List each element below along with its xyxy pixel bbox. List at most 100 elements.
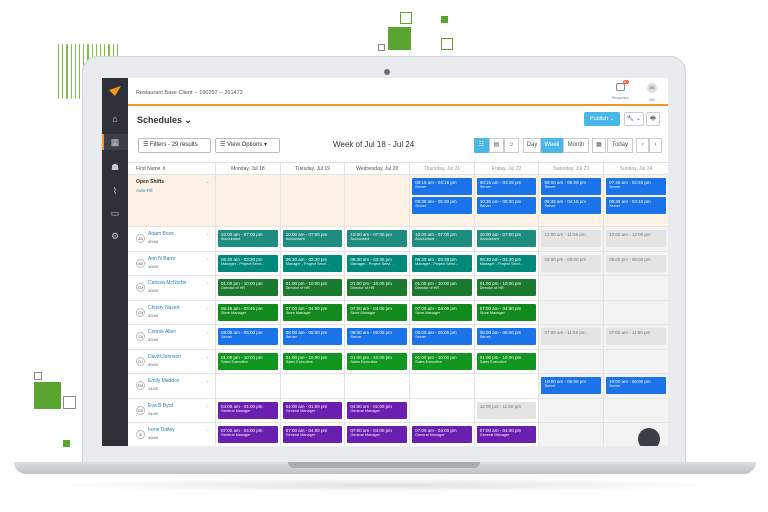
today-button[interactable]: Today	[607, 138, 633, 153]
shift-block[interactable]: 01:00 pm - 10:00 pm Director of HR	[476, 279, 537, 296]
day-cell[interactable]: 01:00 pm - 10:00 pm Director of HR	[279, 276, 345, 300]
shift-block[interactable]: 07:00 am - 11:59 pm	[541, 328, 602, 345]
day-cell[interactable]: 09:00 am - 05:00 pm Server 09:45 am - 04:1…	[538, 175, 604, 226]
day-cell[interactable]: 08:00 am - 05:00 pm Server	[279, 325, 345, 349]
day-cell[interactable]	[538, 276, 604, 300]
chevron-down-icon[interactable]: ⌄	[206, 280, 210, 285]
employee-name[interactable]: Connie Allen	[148, 329, 177, 335]
calendar-icon[interactable]: ▦	[592, 138, 606, 153]
shift-block[interactable]: 06:30 am - 03:30 pm Manager - Project Ser…	[282, 254, 343, 272]
day-cell[interactable]	[538, 423, 604, 446]
day-cell[interactable]: 12:00 am - 12:00 pm	[603, 227, 668, 251]
shift-block[interactable]: 04:00 am - 01:00 pm General Manager	[347, 401, 408, 419]
shift-block[interactable]: 07:00 am - 04:00 pm Store Manager	[476, 303, 537, 321]
day-cell[interactable]: 10:00 am - 07:00 pm Accountant	[409, 227, 474, 251]
day-cell[interactable]: 06:30 am - 03:30 pm Manager - Project Ser…	[473, 251, 539, 275]
shift-block[interactable]: 08:00 am - 05:00 pm Server	[282, 328, 343, 345]
day-cell[interactable]: 01:00 pm - 10:00 pm Director of HR	[473, 276, 539, 300]
day-cell[interactable]	[538, 300, 604, 324]
chevron-down-icon[interactable]: ⌄	[206, 427, 210, 432]
employee-name[interactable]: Adam Boss	[148, 231, 174, 237]
shift-block[interactable]: 10:00 am - 07:00 pm Accountant	[282, 230, 343, 247]
day-cell[interactable]: 07:00 am - 04:00 pm General Manager	[473, 423, 539, 446]
chevron-down-icon[interactable]: ⌄	[206, 304, 210, 310]
day-cell[interactable]	[603, 276, 668, 300]
day-cell[interactable]: 07:00 am - 04:00 pm Store Manager	[409, 300, 474, 324]
day-cell[interactable]: 01:00 pm - 10:00 pm Director of HR	[215, 276, 280, 300]
shift-block[interactable]: 07:00 am - 04:00 pm General Manager	[476, 426, 537, 443]
chevron-down-icon[interactable]: ⌄	[206, 255, 210, 261]
employee-name[interactable]: Emily Maddox	[148, 378, 180, 384]
day-cell[interactable]: 01:00 pm - 10:00 pm Sales Executive	[344, 349, 409, 373]
shift-block[interactable]: 04:00 am - 01:00 pm General Manager	[218, 401, 278, 419]
chevron-down-icon[interactable]: ⌄	[206, 402, 210, 408]
day-cell[interactable]: 04:00 am - 01:00 pm General Manager	[215, 398, 280, 422]
prev-week-button[interactable]: ‹	[636, 138, 649, 153]
day-cell[interactable]	[279, 374, 345, 398]
day-cell[interactable]	[215, 374, 280, 398]
schedule-icon[interactable]: ▦	[110, 137, 120, 147]
auto-fill-link[interactable]: Auto-Fill	[136, 188, 153, 193]
day-cell[interactable]: 10:00 am - 06:00 pm Server	[603, 374, 668, 398]
shift-block[interactable]: 03:00 pm - 09:00 pm	[541, 254, 602, 272]
chevron-down-icon[interactable]: ⌄	[206, 353, 210, 359]
shift-block[interactable]: 09:00 am - 05:00 pm Server	[541, 178, 602, 195]
day-cell[interactable]	[603, 349, 668, 373]
me-button[interactable]: MB Me	[640, 83, 664, 102]
shift-block[interactable]: 01:00 pm - 10:00 pm Director of HR	[347, 279, 408, 296]
day-cell[interactable]	[279, 175, 345, 226]
messages-icon[interactable]: ▭	[110, 208, 120, 218]
day-cell[interactable]: 10:00 am - 07:00 pm Accountant	[344, 227, 409, 251]
person-view-icon[interactable]: ☺	[504, 138, 519, 153]
day-cell[interactable]: 07:00 am - 04:00 pm General Manager	[344, 423, 409, 446]
day-cell[interactable]	[538, 398, 604, 422]
day-cell[interactable]: 04:00 am - 01:00 pm General Manager	[279, 398, 345, 422]
day-cell[interactable]	[344, 175, 410, 226]
day-cell[interactable]: 10:00 am - 06:00 pm Server	[538, 374, 604, 398]
chevron-down-icon[interactable]: ⌄	[206, 329, 210, 334]
shift-block[interactable]: 09:45 am - 04:15 pm Server	[606, 197, 666, 214]
day-cell[interactable]: 06:30 am - 03:30 pm Manager - Project Ser…	[409, 251, 474, 275]
shift-block[interactable]: 06:00 pm - 06:00 pm	[606, 254, 666, 272]
shift-block[interactable]: 06:30 am - 03:30 pm Manager - Project Ser…	[218, 254, 278, 272]
shift-block[interactable]: 10:00 am - 07:00 pm Accountant	[218, 230, 278, 247]
reports-icon[interactable]: ⌇	[112, 186, 118, 196]
employee-name[interactable]: Eva B Byrd	[148, 402, 174, 409]
day-cell[interactable]: 08:00 am - 05:00 pm Server	[215, 325, 280, 349]
shift-block[interactable]: 08:15 am - 03:25 pm Server	[476, 178, 537, 195]
shift-block[interactable]: 10:00 am - 07:00 pm Accountant	[476, 230, 537, 247]
shift-block[interactable]: 07:00 am - 04:00 pm General Manager	[218, 426, 278, 443]
day-cell[interactable]: 07:00 am - 04:00 pm Store Manager	[344, 300, 409, 324]
shift-block[interactable]: 01:00 pm - 10:00 pm Director of HR	[412, 279, 472, 296]
day-cell[interactable]	[603, 398, 668, 422]
group-view-icon[interactable]: ☷	[474, 138, 489, 153]
day-cell[interactable]	[409, 398, 474, 422]
view-week-tab[interactable]: Week	[541, 138, 563, 153]
filters-button[interactable]: ☰ Filters - 29 results	[138, 138, 211, 153]
shift-block[interactable]: 06:45 am - 03:45 pm Store Manager	[218, 303, 278, 321]
day-cell[interactable]: 01:00 pm - 10:00 pm Sales Executive	[409, 349, 474, 373]
shift-block[interactable]: 01:00 pm - 10:00 pm Sales Executive	[476, 352, 537, 370]
day-cell[interactable]: 01:00 pm - 10:00 pm Sales Executive	[279, 349, 345, 373]
day-cell[interactable]: 07:45 am - 02:45 pm Server 09:45 am - 04:1…	[603, 175, 668, 226]
day-cell[interactable]: 06:00 pm - 06:00 pm	[603, 251, 668, 275]
settings-icon[interactable]: ⚙	[110, 231, 120, 241]
requests-button[interactable]: 10 Requests	[608, 80, 632, 100]
shift-block[interactable]: 10:30 am - 05:30 pm Server	[476, 197, 537, 214]
shift-block[interactable]: 07:00 am - 11:59 pm	[606, 328, 666, 345]
employee-name[interactable]: David Johnson	[148, 353, 182, 360]
day-cell[interactable]	[409, 374, 474, 398]
shift-block[interactable]: 09:45 am - 04:15 pm Server	[541, 197, 602, 214]
shift-block[interactable]: 06:30 am - 03:30 pm Manager - Project Ser…	[412, 254, 472, 272]
shift-block[interactable]: 09:30 am - 05:30 pm Server	[412, 197, 472, 214]
day-cell[interactable]	[344, 374, 409, 398]
team-icon[interactable]: ☗	[110, 162, 120, 172]
day-cell[interactable]: 08:15 am - 03:25 pm Server 10:30 am - 05:3…	[473, 175, 539, 226]
day-cell[interactable]: 07:00 am - 04:00 pm General Manager	[409, 423, 474, 446]
day-cell[interactable]: 10:00 am - 07:00 pm Accountant	[215, 227, 280, 251]
employee-name[interactable]: Irene Dailey	[148, 427, 175, 433]
chevron-down-icon[interactable]: ⌄	[206, 179, 210, 184]
day-cell[interactable]: 12:00 pm - 11:59 pm	[473, 398, 539, 422]
shift-block[interactable]: 08:00 am - 05:00 pm Server	[218, 328, 278, 345]
publish-button[interactable]: Publish ⌄	[584, 112, 620, 126]
